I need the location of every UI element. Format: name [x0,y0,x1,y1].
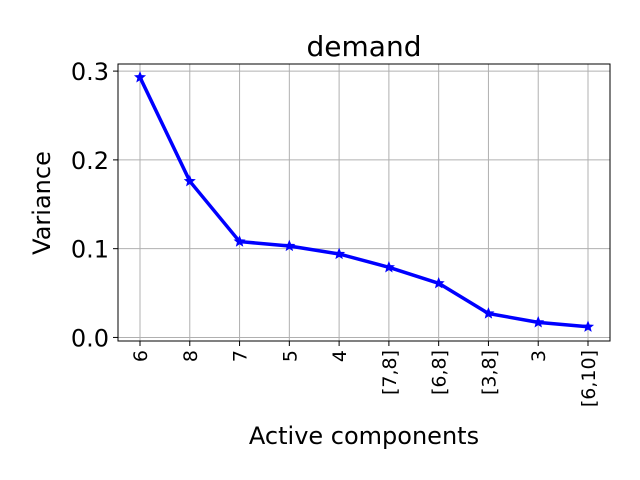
data-point-marker [233,235,246,247]
x-tick-label: [7,8] [379,350,401,395]
x-tick-label: 4 [329,350,351,362]
data-point-marker [283,239,296,252]
series-group [133,70,595,332]
data-point-marker [333,247,346,260]
data-point-marker [532,316,545,328]
x-tick-label: [3,8] [478,350,500,395]
y-tick-label: 0.0 [71,324,109,352]
x-tick-label: 8 [180,350,202,362]
y-tick-label: 0.3 [71,58,109,86]
y-tick-label: 0.1 [71,236,109,264]
grid [118,64,610,341]
y-axis-label: Variance [28,151,56,255]
x-tick-label: 7 [230,350,252,362]
data-point-marker [133,70,147,83]
data-point-marker [581,320,595,332]
x-tick-label: 3 [528,350,550,362]
y-tick-label: 0.2 [71,147,109,175]
plot-frame [117,63,611,342]
data-point-marker [382,260,395,273]
x-axis-label: Active components [249,422,479,450]
x-tick-label: 5 [279,350,301,362]
series-line [138,76,589,329]
data-point-marker [432,276,445,289]
x-tick-label: 6 [130,350,152,362]
chart-title: demand [307,30,422,63]
x-tick-label: [6,8] [429,350,451,395]
axis-ticks: 0.0 0.1 0.2 0.3 6 8 7 5 4 [7,8] [6,8] [3,8] 3 [6,10] [71,58,600,407]
data-point-marker [482,307,495,319]
x-tick-label: [6,10] [578,350,600,407]
data-point-marker [183,174,196,187]
